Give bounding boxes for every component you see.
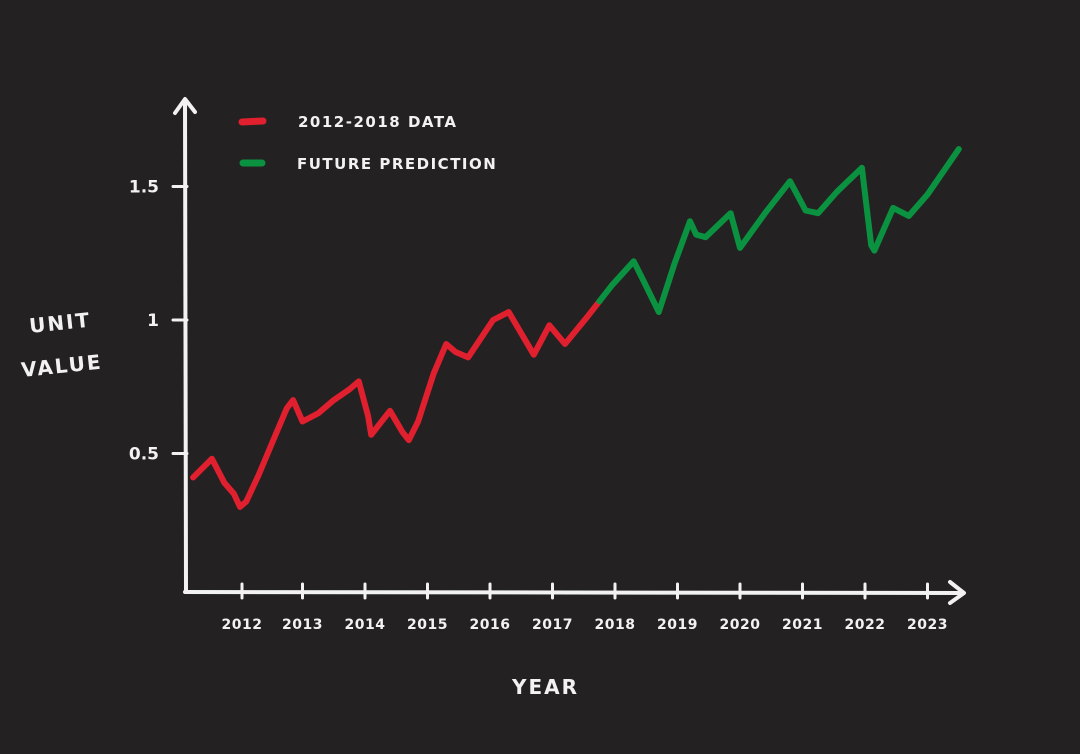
legend-label-prediction: FUTURE PREDICTION xyxy=(297,155,497,173)
x-tick-label: 2012 xyxy=(222,617,263,633)
axes xyxy=(173,97,966,605)
x-tick-label: 2013 xyxy=(282,617,323,633)
x-tick-label: 2015 xyxy=(407,617,448,633)
series-line-prediction xyxy=(596,146,962,315)
x-tick-label: 2017 xyxy=(532,617,573,633)
legend-swatch-historical xyxy=(238,117,267,126)
x-tick-label: 2018 xyxy=(595,617,636,633)
x-axis-arrowhead xyxy=(948,580,966,605)
y-tick-label: 1.5 xyxy=(129,178,159,198)
legend: 2012-2018 DATA FUTURE PREDICTION xyxy=(238,113,497,173)
x-tick-label: 2023 xyxy=(907,617,948,633)
data-series xyxy=(190,146,962,510)
x-tick-label: 2016 xyxy=(470,617,511,633)
y-axis-arrowhead xyxy=(173,97,197,115)
x-tick-label: 2020 xyxy=(720,617,761,633)
series-line-historical xyxy=(190,298,603,510)
x-tick-label: 2019 xyxy=(657,617,698,633)
y-tick-label: 1 xyxy=(147,311,159,331)
x-tick-label: 2021 xyxy=(782,617,823,633)
y-axis-title-line-2: VALUE xyxy=(20,350,104,382)
y-axis-title-line-1: UNIT xyxy=(28,308,92,338)
legend-label-historical: 2012-2018 DATA xyxy=(298,113,458,131)
x-tick-label: 2014 xyxy=(345,617,386,633)
y-ticks: 0.5 1 1.5 xyxy=(129,178,189,465)
x-tick-label: 2022 xyxy=(845,617,886,633)
x-axis-title: YEAR xyxy=(511,675,579,699)
y-tick-label: 0.5 xyxy=(129,445,159,465)
y-axis-line xyxy=(183,98,188,594)
x-axis-line xyxy=(183,590,964,595)
x-ticks: 2012 2013 2014 2015 2016 2017 2018 2019 2020 2021… xyxy=(222,582,948,633)
